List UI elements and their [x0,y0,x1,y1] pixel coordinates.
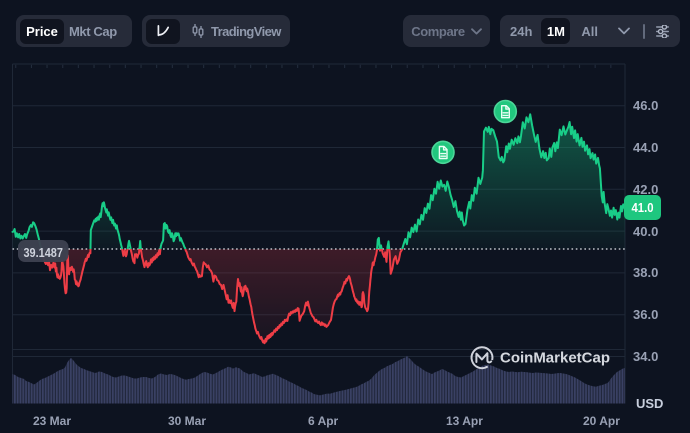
svg-text:39.1487: 39.1487 [23,245,63,260]
svg-text:41.0: 41.0 [632,200,654,215]
svg-text:CoinMarketCap: CoinMarketCap [500,349,610,366]
